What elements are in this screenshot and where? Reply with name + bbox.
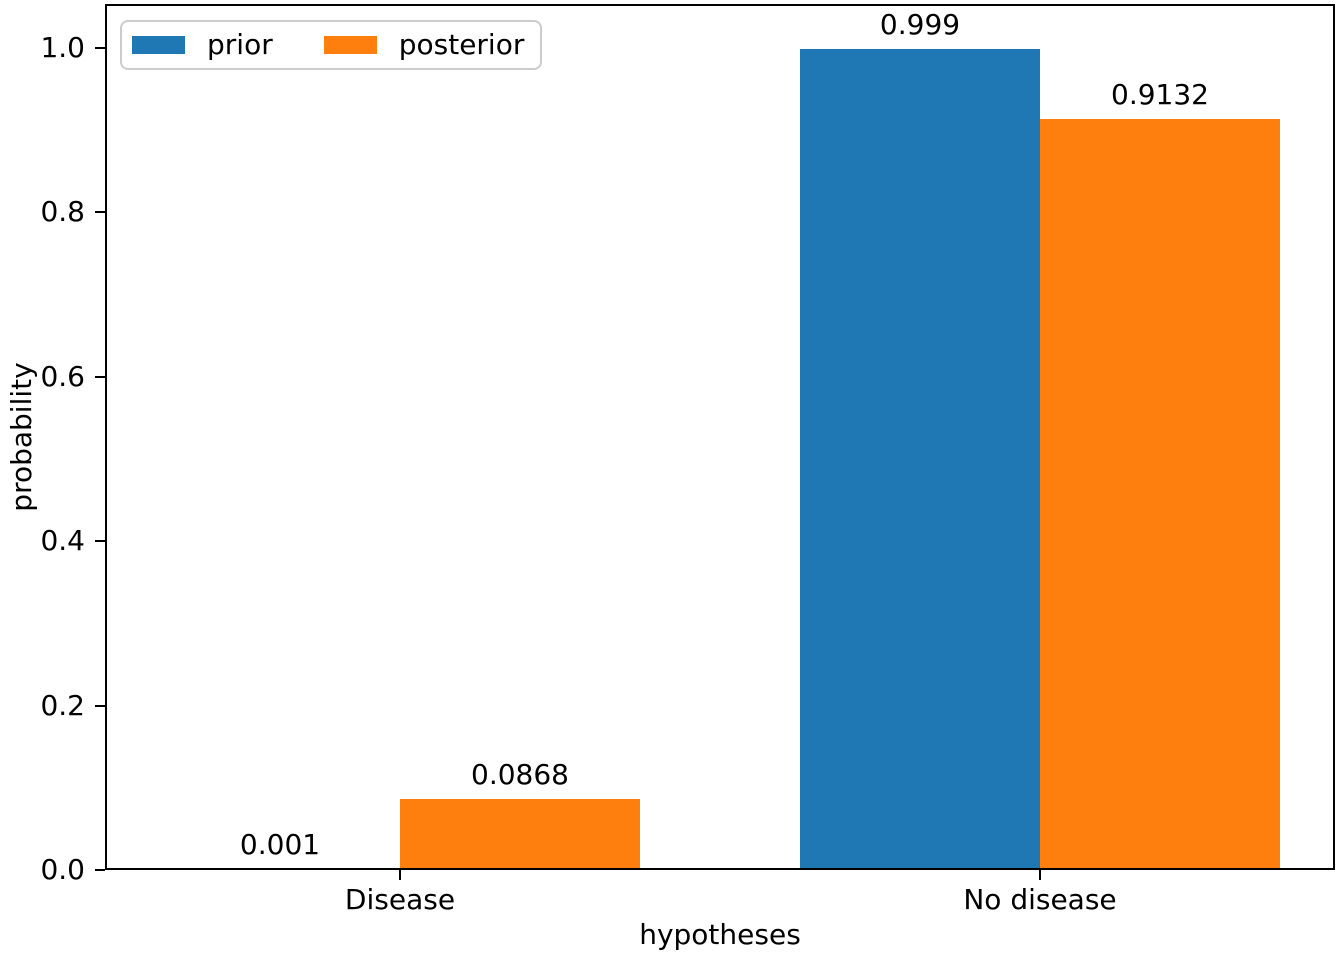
y-tick-label: 1.0 — [40, 31, 85, 64]
legend-item-prior: prior — [132, 28, 273, 61]
legend-item-posterior: posterior — [323, 28, 525, 61]
x-tick-label-disease: Disease — [344, 883, 456, 916]
prior-color-swatch-icon — [132, 36, 185, 55]
y-tick-mark — [95, 869, 105, 871]
x-tick-mark — [1039, 870, 1041, 880]
plot-area: prior posterior 0.0 0.2 0.4 0.6 0.8 1.0 Diseas… — [40, 4, 1335, 916]
legend: prior posterior — [120, 20, 543, 71]
legend-label-posterior: posterior — [398, 28, 525, 61]
y-tick-mark — [95, 540, 105, 543]
bar-value-label-posterior-disease: 0.0868 — [471, 757, 569, 791]
bar-prior-disease — [160, 869, 400, 870]
bar-value-label-prior-no-disease: 0.999 — [879, 7, 961, 41]
bar-value-label-prior-disease: 0.001 — [239, 827, 321, 861]
bar-value-label-posterior-no-disease: 0.9132 — [1111, 77, 1209, 111]
y-tick-label: 0.4 — [40, 524, 85, 558]
y-tick-mark — [95, 704, 105, 707]
posterior-color-swatch-icon — [323, 36, 377, 55]
y-tick-mark — [95, 211, 105, 214]
y-tick-mark — [95, 47, 105, 49]
x-tick-label-no-disease: No disease — [963, 883, 1117, 916]
y-tick-label: 0.2 — [40, 688, 85, 722]
y-tick-label: 0.0 — [40, 853, 85, 886]
x-axis-label: hypotheses — [639, 918, 801, 951]
y-tick-label: 0.8 — [40, 195, 85, 229]
bar-prior-no-disease — [800, 49, 1040, 870]
y-axis-label: probability — [5, 362, 38, 512]
x-tick-mark — [399, 870, 401, 880]
bar-posterior-no-disease — [1040, 119, 1280, 870]
legend-label-prior: prior — [207, 28, 273, 61]
y-tick-mark — [95, 375, 105, 378]
bar-posterior-disease — [400, 799, 640, 870]
y-tick-label: 0.6 — [40, 359, 85, 393]
